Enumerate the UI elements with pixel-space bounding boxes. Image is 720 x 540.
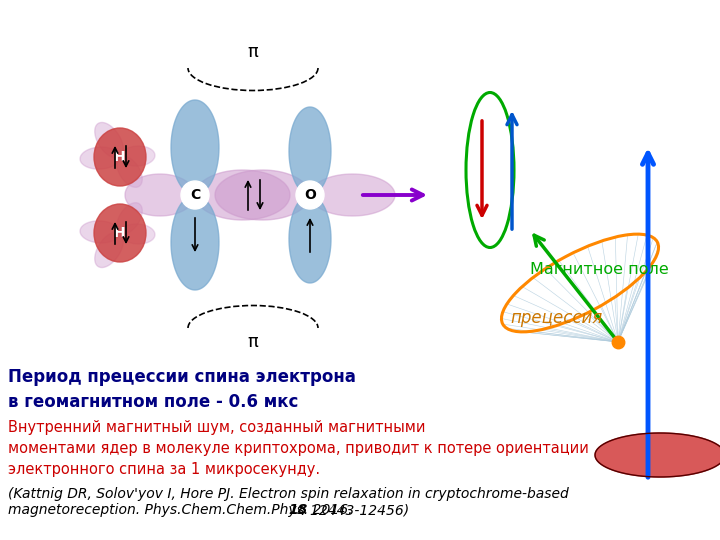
- Text: 18: 18: [288, 503, 307, 517]
- Ellipse shape: [94, 204, 146, 262]
- Text: Внутренний магнитный шум, созданный магнитными
моментами ядер в молекуле криптох: Внутренний магнитный шум, созданный магн…: [8, 420, 589, 477]
- Polygon shape: [171, 195, 219, 290]
- Polygon shape: [120, 224, 155, 244]
- Polygon shape: [215, 170, 310, 220]
- Polygon shape: [310, 174, 395, 216]
- Text: : 12443-12456): : 12443-12456): [301, 503, 409, 517]
- Polygon shape: [120, 146, 155, 166]
- Text: magnetoreception. Phys.Chem.Chem.Phys. 2016.: magnetoreception. Phys.Chem.Chem.Phys. 2…: [8, 503, 357, 517]
- Text: π: π: [248, 43, 258, 61]
- Ellipse shape: [94, 128, 146, 186]
- Text: π: π: [248, 333, 258, 351]
- Polygon shape: [95, 123, 123, 158]
- Polygon shape: [289, 107, 331, 195]
- Text: Период прецессии спина электрона: Период прецессии спина электрона: [8, 368, 356, 386]
- Text: O: O: [304, 188, 316, 202]
- Polygon shape: [95, 232, 123, 267]
- Text: C: C: [190, 188, 200, 202]
- Polygon shape: [195, 170, 290, 220]
- Circle shape: [296, 181, 324, 209]
- Text: H: H: [114, 150, 126, 164]
- Polygon shape: [289, 195, 331, 283]
- Text: прецессия: прецессия: [510, 309, 602, 327]
- Text: Магнитное поле: Магнитное поле: [530, 262, 669, 278]
- Polygon shape: [171, 100, 219, 195]
- Text: (Kattnig DR, Solov'yov I, Hore PJ. Electron spin relaxation in cryptochrome-base: (Kattnig DR, Solov'yov I, Hore PJ. Elect…: [8, 487, 569, 501]
- Polygon shape: [80, 221, 120, 243]
- Polygon shape: [117, 156, 143, 187]
- Text: в геомагнитном поле - 0.6 мкс: в геомагнитном поле - 0.6 мкс: [8, 393, 298, 411]
- Polygon shape: [117, 202, 143, 234]
- Text: H: H: [114, 226, 126, 240]
- Polygon shape: [595, 433, 720, 477]
- Circle shape: [181, 181, 209, 209]
- Polygon shape: [125, 174, 195, 216]
- Polygon shape: [80, 147, 120, 169]
